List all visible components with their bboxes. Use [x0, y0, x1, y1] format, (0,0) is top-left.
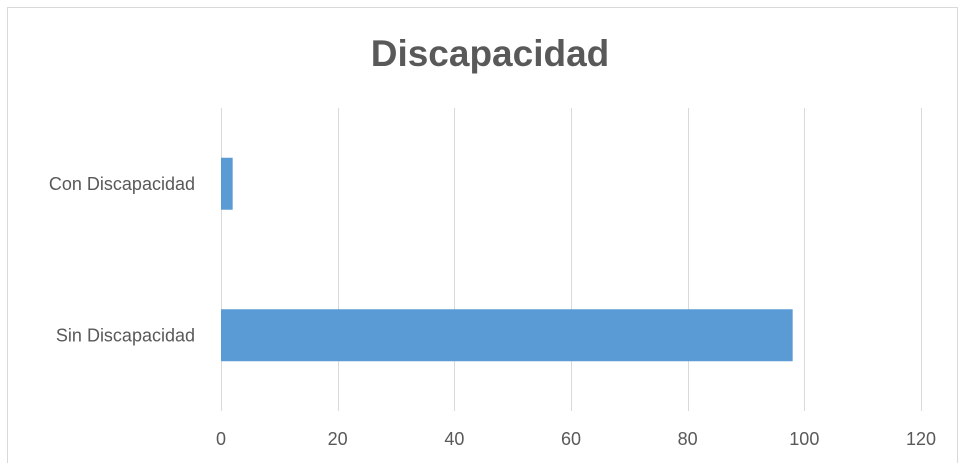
x-tick-label-80: 80 — [678, 429, 698, 449]
x-tick-label-120: 120 — [906, 429, 936, 449]
x-tick-label-20: 20 — [328, 429, 348, 449]
category-label-con-discapacidad: Con Discapacidad — [49, 174, 195, 194]
category-label-sin-discapacidad: Sin Discapacidad — [56, 325, 195, 345]
bars — [221, 157, 793, 362]
x-axis-tick-labels: 0 20 40 60 80 100 120 — [216, 429, 936, 449]
x-tick-label-0: 0 — [216, 429, 226, 449]
bar-sin-discapacidad — [221, 309, 793, 362]
category-labels: Con Discapacidad Sin Discapacidad — [49, 174, 195, 346]
chart-title: Discapacidad — [371, 33, 610, 74]
chart-frame — [7, 7, 958, 463]
bar-con-discapacidad — [221, 157, 233, 210]
x-tick-label-100: 100 — [789, 429, 819, 449]
x-tick-label-60: 60 — [561, 429, 581, 449]
x-tick-label-40: 40 — [444, 429, 464, 449]
grid-lines — [221, 108, 922, 411]
